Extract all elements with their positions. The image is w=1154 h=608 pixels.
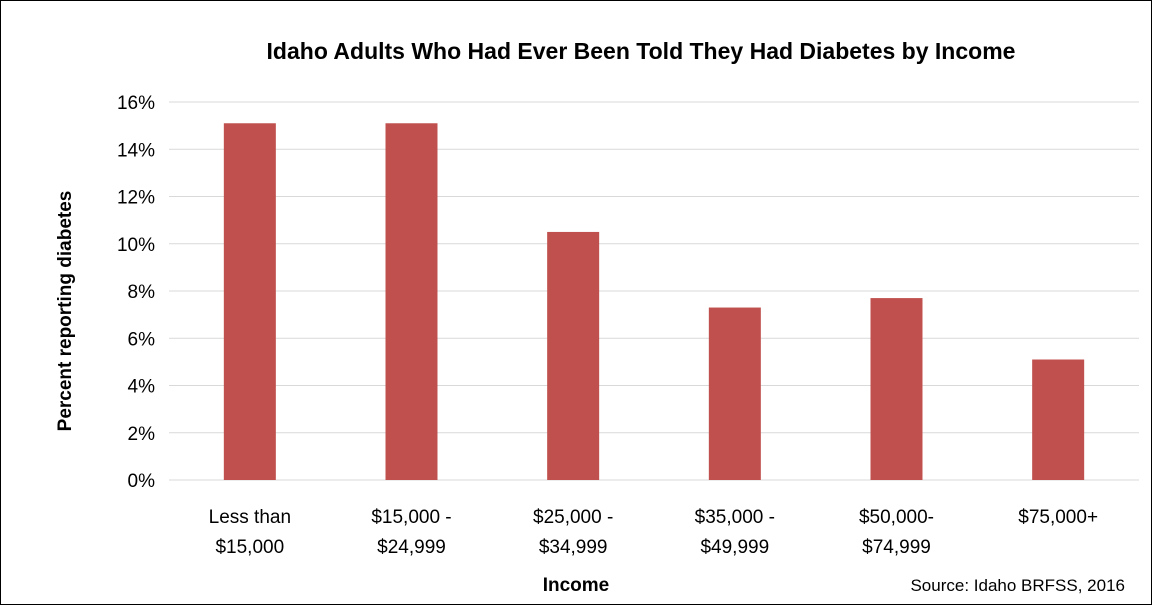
y-tick-label: 10% (117, 235, 155, 256)
bars (223, 123, 1085, 480)
y-tick-label: 6% (128, 329, 156, 350)
x-tick-label: $50,000- (859, 507, 934, 528)
y-tick-label: 14% (117, 140, 155, 161)
x-tick-label: $75,000+ (1018, 507, 1098, 528)
bar (708, 307, 761, 480)
y-tick-label: 12% (117, 188, 155, 209)
x-tick-label: $34,999 (539, 537, 608, 558)
bar (1032, 359, 1085, 480)
y-axis-title: Percent reporting diabetes (55, 191, 76, 432)
bar (223, 123, 276, 480)
x-axis-title: Income (543, 575, 610, 596)
x-tick-label: $15,000 (215, 537, 284, 558)
bar (547, 231, 600, 480)
chart-title: Idaho Adults Who Had Ever Been Told They… (267, 38, 1016, 64)
y-tick-label: 0% (128, 471, 156, 492)
x-tick-label: Less than (209, 507, 291, 528)
y-axis-ticks: 0% 2% 4% 6% 8% 10% 12% 14% 16% (117, 93, 155, 492)
source-note: Source: Idaho BRFSS, 2016 (910, 576, 1125, 595)
bar (870, 298, 923, 480)
x-tick-label: $25,000 - (533, 507, 613, 528)
x-tick-label: $15,000 - (371, 507, 451, 528)
y-tick-label: 4% (128, 377, 156, 398)
x-axis-ticks: Less than $15,000 $15,000 - $24,999 $25,000 … (209, 507, 1098, 558)
y-tick-label: 16% (117, 93, 155, 114)
x-tick-label: $49,999 (700, 537, 769, 558)
bar (385, 123, 438, 480)
x-tick-label: $74,999 (862, 537, 931, 558)
x-tick-label: $24,999 (377, 537, 446, 558)
y-tick-label: 2% (128, 424, 156, 445)
x-tick-label: $35,000 - (695, 507, 775, 528)
gridlines (169, 101, 1139, 481)
y-tick-label: 8% (128, 282, 156, 303)
